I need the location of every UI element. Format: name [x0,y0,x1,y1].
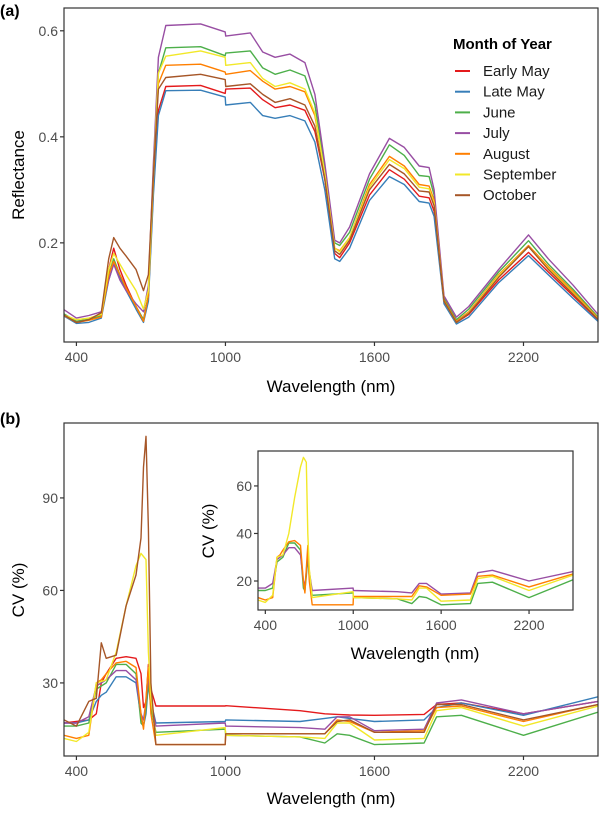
legend-label: July [483,125,510,142]
inset-x-axis-title: Wavelength (nm) [351,644,480,663]
legend-label: Early May [483,63,550,80]
legend-label: October [483,187,536,204]
panel-a-y-tick-label: 0.6 [39,23,59,39]
panel-label-b: (b) [0,411,20,428]
inset-x-tick-label: 1600 [426,617,457,633]
panel-a-y-tick-label: 0.2 [39,235,59,251]
panel-b-line-october [64,435,598,746]
panel-a-x-tick-label: 1000 [210,349,241,365]
legend-item-october: October [455,187,536,204]
panel-label-a: (a) [0,3,20,20]
legend-item-september: September [455,167,556,184]
panel-a-plot: 400 1000 1600 2200 0.2 0.4 0.6 [39,7,599,365]
panel-b-x-tick-label: 2200 [508,763,539,779]
panel-b-inset-plot: 400 1000 1600 2200 20 40 60 [236,450,574,633]
panel-a-x-tick-label: 400 [65,349,89,365]
panel-b-x-tick-label: 1600 [359,763,390,779]
panel-b-x-tick-label: 1000 [210,763,241,779]
panel-b-y-axis-title: CV (%) [9,563,28,618]
inset-y-tick-label: 60 [236,478,252,494]
panel-b-y-tick-label: 60 [42,582,58,598]
legend-label: September [483,167,556,184]
panel-a-y-tick-label: 0.4 [39,129,59,145]
panel-b-series-lines [64,435,598,746]
inset-panel-border [257,450,574,611]
panel-b-y-tick-label: 30 [42,675,58,691]
panel-a-line-october [64,73,598,324]
inset-y-axis-title: CV (%) [199,504,218,559]
panel-b-line-september [64,552,598,743]
panel-b-panel-border [63,422,599,757]
legend-item-late-may: Late May [455,84,545,101]
legend-item-august: August [455,146,531,163]
panel-a-x-axis-title: Wavelength (nm) [267,377,396,396]
panel-a-panel-border [63,7,599,343]
legend-item-july: July [455,125,510,142]
inset-line-august [258,539,573,606]
legend-label: August [483,146,531,163]
inset-y-tick-label: 40 [236,525,252,541]
inset-x-tick-label: 1000 [338,617,369,633]
panel-a-series-lines [64,23,598,325]
inset-x-tick-label: 2200 [513,617,544,633]
panel-a-x-tick-label: 1600 [359,349,390,365]
panel-b-y-tick-label: 90 [42,490,58,506]
legend: Month of Year Early May Late May June July A… [453,36,556,204]
inset-line-september [258,456,573,604]
legend-item-june: June [455,104,516,121]
panel-a-x-tick-label: 2200 [508,349,539,365]
legend-title: Month of Year [453,36,552,53]
inset-x-tick-label: 400 [254,617,278,633]
legend-item-early-may: Early May [455,63,550,80]
panel-a-y-axis-title: Reflectance [9,130,28,220]
panel-b-x-axis-title: Wavelength (nm) [267,789,396,808]
inset-y-tick-label: 20 [236,573,252,589]
legend-label: Late May [483,84,545,101]
inset-series-lines [258,456,573,606]
panel-b-x-tick-label: 400 [65,763,89,779]
panel-a-line-july [64,23,598,319]
legend-label: June [483,104,516,121]
panel-b-line-august [64,660,598,746]
